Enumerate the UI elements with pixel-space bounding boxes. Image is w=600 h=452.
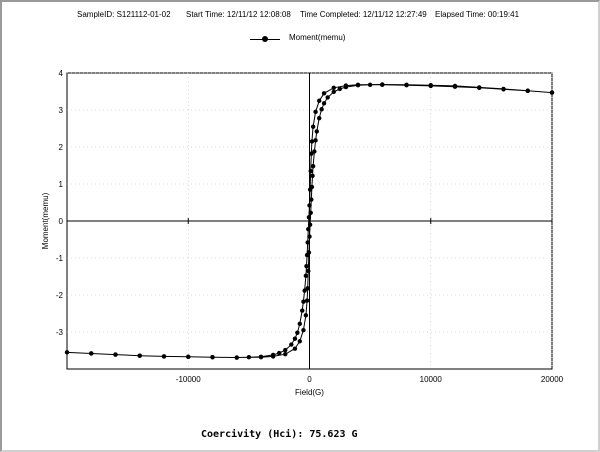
data-point [304,263,309,269]
data-point [64,350,70,355]
data-point [367,82,373,88]
data-point [276,350,282,356]
data-point [307,234,312,239]
data-point [306,215,312,220]
data-point [303,313,309,318]
y-tick-label: 4 [59,69,64,78]
data-point [452,83,458,89]
y-tick-label: 3 [59,106,64,115]
y-tick-label: 0 [59,217,64,226]
data-point [161,354,167,359]
data-point [312,149,317,154]
data-point [303,273,309,278]
data-point [428,83,433,88]
legend-marker [262,36,268,42]
data-point [309,139,315,144]
data-point [292,346,298,351]
data-point [186,354,191,359]
data-point [289,342,294,347]
sample-id-label: SampleID: S121112-01-02 [77,10,171,19]
data-point [309,151,314,156]
data-point [306,268,311,274]
data-point [295,330,300,335]
data-point [283,347,288,353]
data-point [297,339,302,344]
data-point [380,82,385,87]
y-tick-label: 1 [59,180,64,189]
data-point [321,91,327,96]
data-point [319,107,324,112]
data-point [304,298,310,303]
x-tick-label: 20000 [541,375,564,384]
data-point [309,197,314,202]
x-tick-label: -10000 [176,375,201,384]
data-point [301,299,306,304]
data-point [246,354,252,360]
data-point [525,88,530,93]
data-point [308,210,313,216]
data-point [477,85,482,90]
data-point [307,222,313,227]
data-point [113,352,118,357]
x-axis-label: Field(G) [295,388,324,397]
data-point [302,288,307,293]
y-tick-label: -3 [56,328,64,337]
data-point [308,168,313,174]
data-point [355,82,361,88]
legend-label: Moment(memu) [289,33,346,42]
data-point [314,129,319,134]
y-tick-label: -2 [56,291,64,300]
data-point [297,321,302,327]
data-point [313,138,318,143]
x-tick-label: 10000 [420,375,443,384]
data-point [292,336,298,341]
y-tick-label: -1 [56,254,64,263]
data-point [343,83,349,88]
data-point [89,351,94,356]
data-point [321,101,327,106]
data-point [270,352,276,358]
data-point [306,226,311,232]
time-completed-label: Time Completed: 12/11/12 12:27:49 [300,10,427,19]
data-point [337,86,343,92]
data-point [317,98,322,103]
data-point [301,327,306,333]
data-point [310,124,316,129]
data-point [283,352,288,357]
data-point [501,86,506,92]
coercivity-readout: Coercivity (Hci): 75.623 G [201,429,358,440]
data-point [305,286,310,291]
data-point [307,203,312,208]
y-tick-label: 2 [59,143,64,152]
y-axis-label: Moment(memu) [41,192,50,249]
data-point [137,353,142,358]
data-point [300,308,305,313]
elapsed-time-label: Elapsed Time: 00:19:41 [435,10,520,19]
data-point [404,82,409,88]
data-point [258,354,264,359]
data-point [331,89,336,95]
data-point [234,355,239,360]
data-point [317,115,322,121]
data-point [549,90,555,95]
data-point [325,95,330,100]
data-point [310,164,316,169]
data-point [313,109,318,115]
data-point [305,240,310,245]
data-point [310,173,315,179]
data-point [307,187,313,192]
data-point [331,85,336,91]
start-time-label: Start Time: 12/11/12 12:08:08 [186,10,291,19]
x-tick-label: 0 [307,375,312,384]
data-point [210,354,215,360]
data-point [304,252,310,258]
